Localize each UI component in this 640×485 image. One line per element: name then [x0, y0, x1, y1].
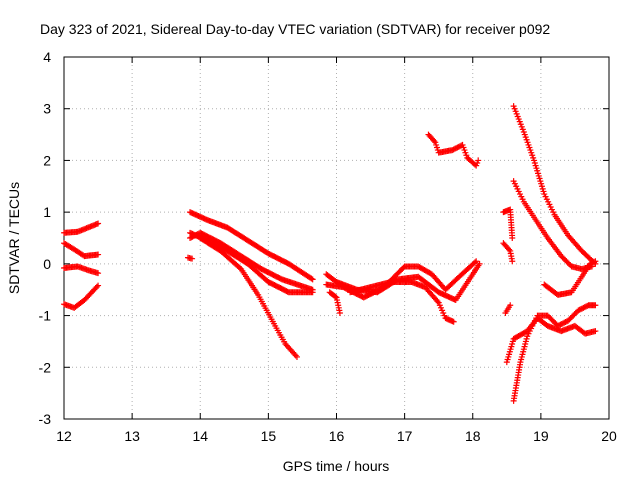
data-point: [95, 282, 102, 289]
series-arc-14-d: [187, 229, 316, 296]
series-arc-17-a: [425, 131, 482, 169]
x-tick-label: 17: [397, 428, 413, 444]
x-tick-label: 13: [124, 428, 140, 444]
data-point: [93, 283, 100, 290]
series-arc-16-d: [347, 278, 457, 325]
y-tick-label: 3: [43, 101, 51, 117]
data-point: [95, 251, 102, 258]
x-tick-label: 19: [533, 428, 549, 444]
series-arc-12-a: [61, 220, 102, 236]
data-point: [589, 259, 596, 266]
data-point: [592, 302, 599, 309]
series-arc-12-c: [61, 263, 102, 277]
data-point: [471, 259, 478, 266]
data-point: [309, 276, 316, 283]
grid: [64, 57, 609, 419]
series-arc-14-a: [184, 254, 196, 262]
y-tick-label: 4: [43, 49, 51, 65]
x-tick-label: 15: [261, 428, 277, 444]
data-point: [450, 318, 457, 325]
data-point: [332, 293, 339, 300]
data-point: [293, 353, 300, 360]
series-arc-16-c: [326, 289, 343, 316]
y-tick-label: 2: [43, 152, 51, 168]
data-point: [309, 289, 316, 296]
data-point: [95, 220, 102, 227]
x-tick-label: 20: [601, 428, 617, 444]
y-tick-label: 0: [43, 256, 51, 272]
x-tick-label: 14: [192, 428, 208, 444]
data-point: [95, 270, 102, 277]
y-tick-label: -2: [39, 359, 52, 375]
x-tick-label: 16: [329, 428, 345, 444]
data-point: [476, 260, 483, 267]
y-tick-label: -3: [39, 411, 52, 427]
data-point: [506, 246, 513, 253]
series-arc-18-g: [510, 302, 599, 404]
data-point: [591, 258, 598, 265]
data-point: [308, 275, 315, 282]
data-point: [189, 255, 196, 262]
data-point: [509, 258, 516, 265]
series-arc-18-a: [500, 206, 516, 241]
y-axis-label: SDTVAR / TECUs: [6, 182, 22, 294]
series-arc-18-c: [502, 302, 514, 316]
data-points: [61, 103, 599, 404]
data-point: [586, 260, 593, 267]
series-arc-18-h: [541, 258, 599, 298]
x-tick-label: 12: [56, 428, 72, 444]
y-tick-label: 1: [43, 204, 51, 220]
series-arc-14-e: [197, 235, 300, 360]
data-point: [475, 157, 482, 164]
series-arc-18-f: [503, 315, 599, 366]
chart-title: Day 323 of 2021, Sidereal Day-to-day VTE…: [40, 21, 550, 37]
data-point: [592, 258, 599, 265]
data-point: [592, 328, 599, 335]
x-axis-label: GPS time / hours: [283, 458, 390, 474]
y-tick-label: -1: [39, 308, 52, 324]
series-arc-18-e: [510, 178, 595, 273]
x-tick-label: 18: [465, 428, 481, 444]
series-arc-12-d: [61, 282, 102, 311]
data-point: [588, 260, 595, 267]
data-point: [507, 302, 514, 309]
data-point: [509, 235, 516, 241]
data-point: [473, 258, 480, 265]
series-arc-18-d: [510, 103, 599, 267]
series-arc-14-b: [187, 209, 316, 283]
data-point: [431, 138, 438, 145]
series-arc-12-b: [61, 240, 102, 260]
data-point: [336, 309, 343, 316]
series-arc-18-b: [500, 240, 516, 265]
